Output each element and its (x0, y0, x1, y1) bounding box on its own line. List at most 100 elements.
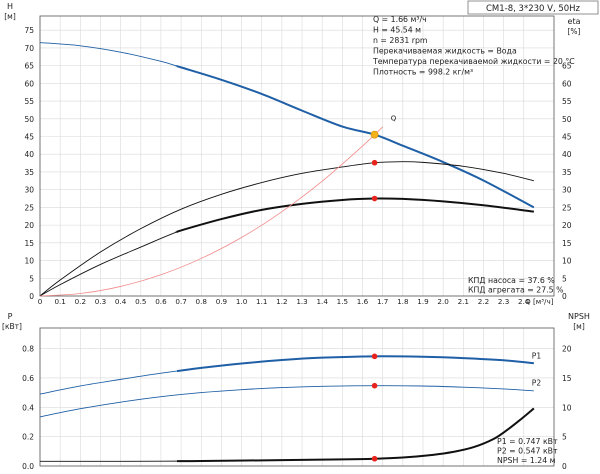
x-tick-label: 0.3 (95, 297, 106, 306)
y-left-tick-label: 0.4 (22, 403, 34, 412)
operating-point (371, 195, 378, 202)
y-left-tick-label: 0.2 (22, 433, 34, 442)
y-right-axis-label: eta (568, 17, 581, 26)
info-line: H = 45.54 м (373, 26, 421, 35)
y-right-tick-label: 45 (562, 133, 572, 142)
y-left-axis-unit: [м] (4, 12, 16, 21)
y-right-tick-label: 20 (562, 345, 572, 354)
labels: 0 0.1 0.2 0.3 0.4 0.5 0.6 0.7 0.8 0.9 1.0 1.1 1.2 1.3… (2, 2, 590, 471)
x-tick-label: 1.6 (357, 297, 369, 306)
p2-curve (39, 385, 534, 418)
bottom-plot-frame (39, 327, 555, 467)
y-left-tick-label: 10 (24, 257, 34, 266)
y-left-tick-label: 40 (24, 150, 34, 159)
x-tick-label: 0 (38, 297, 43, 306)
x-tick-label: 0.2 (75, 297, 86, 306)
x-axis-label: Q [м³/ч] (525, 297, 554, 306)
y-right-tick-label: 5 (562, 433, 567, 442)
y-left-tick-label: 20 (24, 221, 34, 230)
efficiency-label: КПД насоса = 37.6 % (468, 276, 555, 285)
y-left-tick-label: 45 (24, 133, 34, 142)
pump-efficiency-curve (39, 161, 534, 297)
y-right-axis-unit: [м] (573, 322, 585, 331)
system-curve-curve (39, 126, 383, 297)
info-line: Температура перекачиваемой жидкости = 20… (372, 57, 575, 66)
x-tick-label: 1.2 (276, 297, 287, 306)
y-left-tick-label: 70 (24, 44, 34, 53)
y-left-tick-label: 0.8 (22, 345, 34, 354)
operating-point (371, 455, 378, 462)
x-tick-label: 1.3 (296, 297, 307, 306)
y-left-tick-label: 65 (24, 62, 34, 71)
info-line: Плотность = 998.2 кг/м³ (373, 68, 473, 77)
operating-point-label: Q (391, 115, 397, 123)
y-left-axis-label: P (8, 312, 13, 321)
y-right-tick-label: 20 (562, 221, 572, 230)
npsh-curve (39, 408, 535, 462)
y-right-tick-label: 15 (562, 374, 572, 383)
p1-curve (39, 355, 534, 395)
model-label: CM1-8, 3*230 V, 50Hz (486, 4, 581, 14)
x-tick-label: 0.6 (155, 297, 167, 306)
y-left-tick-label: 5 (29, 274, 34, 283)
y-right-tick-label: 65 (562, 62, 572, 71)
x-tick-label: 2.0 (437, 297, 449, 306)
y-left-tick-label: 0.6 (22, 374, 34, 383)
unit-efficiency-curve (39, 197, 534, 297)
y-left-tick-label: 35 (24, 168, 34, 177)
y-left-tick-label: 50 (24, 115, 34, 124)
top-panel-grid (39, 16, 554, 297)
x-tick-label: 1.0 (236, 297, 248, 306)
curves (39, 42, 535, 463)
x-tick-label: 1.4 (316, 297, 328, 306)
series-label-p2: P2 (532, 378, 542, 387)
info-line: n = 2831 rpm (373, 36, 428, 45)
p1-curve-operating-range (176, 355, 534, 373)
y-right-tick-label: 25 (562, 203, 572, 212)
x-tick-label: 0.1 (54, 297, 65, 306)
unit-efficiency-curve-operating-range (175, 197, 534, 234)
series-label-p1: P1 (532, 351, 542, 360)
result-value: P1 = 0.747 кВт (497, 437, 558, 446)
x-tick-label: 2.1 (458, 297, 469, 306)
y-right-axis-label: NPSH (568, 312, 590, 321)
y-right-tick-label: 10 (562, 257, 572, 266)
model-label-box: CM1-8, 3*230 V, 50Hz (467, 0, 599, 15)
y-right-tick-label: 60 (562, 79, 572, 88)
x-tick-label: 2.3 (498, 297, 509, 306)
x-tick-label: 0.8 (196, 297, 208, 306)
y-right-tick-label: 30 (562, 186, 572, 195)
npsh-curve-operating-range (177, 407, 535, 463)
x-tick-label: 0.7 (175, 297, 186, 306)
y-left-tick-label: 25 (24, 203, 34, 212)
y-right-tick-label: 50 (562, 115, 572, 124)
axes (39, 15, 555, 467)
x-tick-label: 1.1 (256, 297, 267, 306)
result-value: NPSH = 1.24 м (497, 456, 556, 465)
y-left-axis-label: H (7, 2, 13, 11)
y-left-tick-label: 15 (24, 239, 34, 248)
x-tick-label: 0.5 (135, 297, 146, 306)
x-tick-label: 1.8 (397, 297, 409, 306)
y-left-tick-label: 0.0 (22, 462, 34, 471)
y-right-tick-label: 10 (562, 403, 572, 412)
y-left-tick-label: 30 (24, 186, 34, 195)
operating-point (371, 382, 378, 389)
y-left-axis-unit: [кВт] (2, 322, 22, 331)
result-value: P2 = 0.547 кВт (497, 447, 558, 456)
x-tick-label: 1.5 (337, 297, 348, 306)
x-tick-label: 0.9 (216, 297, 228, 306)
info-line: Q = 1.66 м³/ч (373, 15, 427, 24)
operating-point (370, 130, 379, 139)
y-right-axis-unit: [%] (568, 27, 581, 36)
y-right-tick-label: 5 (562, 274, 567, 283)
y-right-tick-label: 0 (562, 462, 567, 471)
x-tick-label: 0.4 (115, 297, 127, 306)
x-tick-label: 2.4 (518, 297, 530, 306)
y-left-tick-label: 0 (29, 292, 34, 301)
y-right-tick-label: 40 (562, 150, 572, 159)
y-left-tick-label: 60 (24, 79, 34, 88)
operating-point (371, 159, 378, 166)
x-tick-label: 1.9 (417, 297, 429, 306)
